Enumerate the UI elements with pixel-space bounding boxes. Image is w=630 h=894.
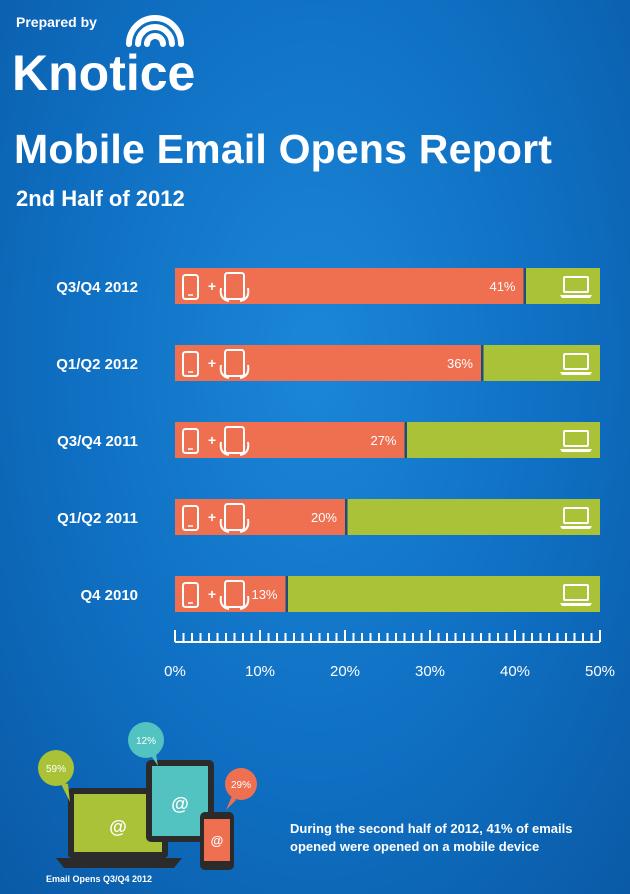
value-label: 20% [311, 510, 337, 525]
bar-divider [285, 576, 288, 612]
value-label: 41% [489, 279, 515, 294]
value-label: 13% [251, 587, 277, 602]
prepared-by-label: Prepared by [16, 14, 97, 30]
illustration-caption: Email Opens Q3/Q4 2012 [46, 874, 153, 884]
laptop-icon [560, 430, 592, 452]
x-tick-label: 0% [164, 663, 186, 680]
summary-text: During the second half of 2012, 41% of e… [290, 821, 573, 854]
x-tick-label: 50% [585, 663, 615, 680]
laptop-icon [560, 507, 592, 529]
desktop-bar [407, 422, 600, 458]
phone-share-label: 29% [231, 780, 251, 791]
x-tick-label: 40% [500, 663, 530, 680]
x-tick-label: 30% [415, 663, 445, 680]
tablet-share-bubble: 12% [128, 722, 164, 766]
device-illustration: @ @ @ 59% 12% 29% [38, 722, 257, 870]
svg-text:+: + [208, 509, 216, 525]
mobile-bar [175, 422, 405, 458]
x-tick-label: 10% [245, 663, 275, 680]
bar-divider [404, 422, 407, 458]
phone-icon: @ [200, 812, 234, 870]
laptop-share-bubble: 59% [38, 750, 74, 802]
category-label: Q4 2010 [80, 587, 138, 604]
category-label: Q3/Q4 2011 [57, 433, 138, 450]
brand-name: Knotice [12, 45, 195, 101]
value-label: 36% [447, 356, 473, 371]
mobile-bar [175, 499, 345, 535]
tablet-icon: @ [146, 760, 214, 842]
svg-text:+: + [208, 278, 216, 294]
phone-plus-tablet-icon: + [182, 349, 250, 379]
phone-plus-tablet-icon: + [182, 503, 250, 533]
phone-plus-tablet-icon: + [182, 580, 250, 610]
phone-share-bubble: 29% [225, 768, 257, 810]
category-label: Q1/Q2 2012 [56, 356, 138, 373]
x-tick-label: 20% [330, 663, 360, 680]
desktop-bar [288, 576, 600, 612]
tablet-share-label: 12% [136, 736, 156, 747]
phone-plus-tablet-icon: + [182, 426, 250, 456]
svg-text:+: + [208, 432, 216, 448]
laptop-icon [560, 584, 592, 606]
category-label: Q1/Q2 2011 [57, 510, 138, 527]
page-title: Mobile Email Opens Report [14, 126, 553, 172]
laptop-icon [560, 276, 592, 298]
bar-chart: Q3/Q4 2012 41% + Q1/Q2 2012 36% + Q3/Q4 2011 27… [56, 268, 615, 680]
at-symbol-tablet: @ [171, 794, 189, 814]
svg-text:+: + [208, 586, 216, 602]
page-subtitle: 2nd Half of 2012 [16, 186, 185, 211]
knotice-logo: Knotice [12, 15, 195, 101]
at-symbol-phone: @ [211, 833, 224, 848]
laptop-share-label: 59% [46, 764, 66, 775]
at-symbol-laptop: @ [109, 817, 127, 837]
value-label: 27% [370, 433, 396, 448]
desktop-bar [483, 345, 600, 381]
desktop-bar [347, 499, 600, 535]
mobile-bar [175, 345, 481, 381]
svg-text:+: + [208, 355, 216, 371]
phone-plus-tablet-icon: + [182, 272, 250, 302]
laptop-icon [560, 353, 592, 375]
bar-divider [523, 268, 526, 304]
category-label: Q3/Q4 2012 [56, 279, 138, 296]
bar-divider [481, 345, 484, 381]
bar-divider [345, 499, 348, 535]
